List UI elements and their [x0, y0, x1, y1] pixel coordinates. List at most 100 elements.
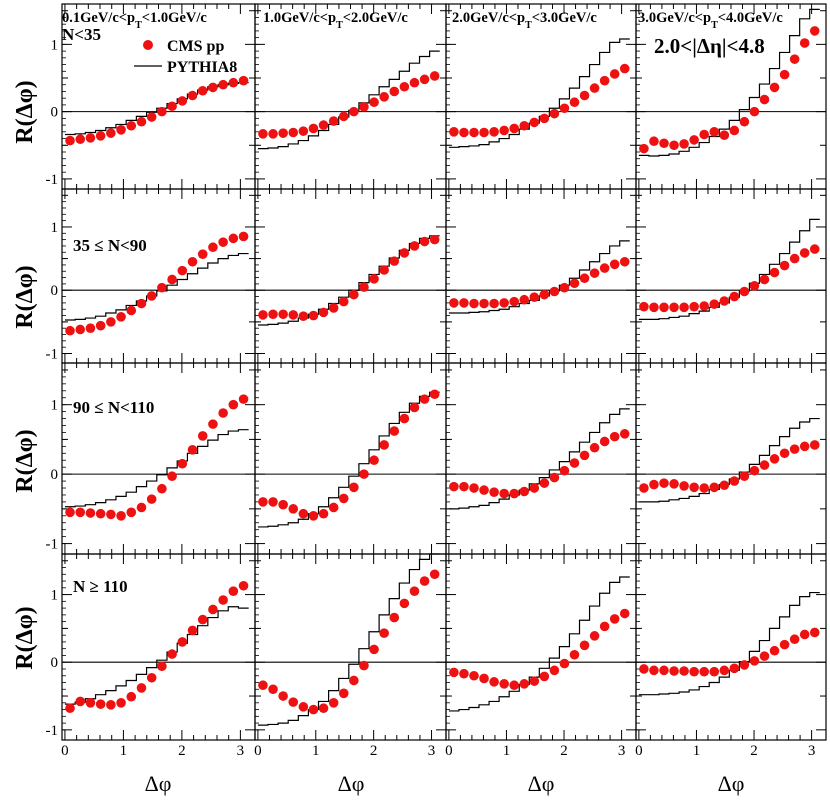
- cms-point: [95, 131, 106, 141]
- x-tick-label: 2: [750, 743, 758, 759]
- cms-point: [187, 445, 198, 455]
- pt-bin-label-0: 0.1GeV/c<pT<1.0GeV/c: [62, 10, 207, 31]
- cms-point: [799, 441, 810, 452]
- cms-point: [509, 680, 519, 691]
- cms-point: [389, 426, 400, 436]
- cms-point: [126, 507, 137, 518]
- cms-point: [729, 663, 740, 674]
- cms-point: [659, 478, 669, 488]
- x-axis-title-col-3: Δφ: [718, 771, 745, 796]
- cms-point: [116, 511, 126, 521]
- cms-point: [799, 629, 810, 640]
- cms-point: [549, 665, 560, 676]
- cms-point: [649, 302, 659, 313]
- y-tick-label: 0: [51, 283, 59, 299]
- cms-point: [369, 274, 379, 284]
- cms-point: [609, 259, 620, 270]
- pythia-histogram: [448, 576, 630, 712]
- panel-r0-c3: [635, 3, 827, 190]
- pythia-histogram: [257, 50, 440, 150]
- cms-point: [106, 700, 116, 710]
- cms-point: [449, 298, 459, 308]
- y-axis-title-row-2: R(Δφ): [12, 429, 38, 492]
- x-tick-label: 1: [503, 743, 511, 759]
- cms-point: [157, 282, 167, 293]
- cms-point: [399, 413, 410, 424]
- cms-point: [218, 79, 228, 90]
- cms-point: [459, 668, 469, 679]
- cms-point: [228, 77, 239, 88]
- cms-point: [146, 672, 157, 683]
- panel-r2-c3: [635, 362, 827, 555]
- cms-point: [559, 103, 570, 114]
- panel-r3-c2: 0 1 2 3: [445, 553, 637, 759]
- cms-point: [739, 286, 750, 297]
- x-tick-label: 1: [693, 743, 701, 759]
- panel-frame: [254, 188, 447, 364]
- cms-point: [399, 81, 410, 92]
- pythia-histogram: [638, 417, 820, 503]
- cms-point: [126, 120, 137, 131]
- cms-point: [529, 292, 540, 302]
- cms-point: [298, 508, 309, 519]
- labels-layer: 0.1GeV/c<pT<1.0GeV/c 1.0GeV/c<pT<2.0GeV/…: [12, 10, 783, 796]
- cms-point: [589, 83, 600, 93]
- y-axis-title-row-1: R(Δφ): [12, 265, 38, 328]
- cms-point: [489, 677, 499, 687]
- cms-point: [489, 487, 499, 497]
- cms-point: [349, 675, 359, 686]
- cms-point: [539, 671, 550, 682]
- cms-point: [218, 237, 228, 247]
- panel-frame: [635, 3, 827, 190]
- cms-point: [177, 637, 188, 647]
- cms-point: [419, 394, 430, 404]
- cms-point: [228, 233, 239, 244]
- cms-point: [449, 667, 459, 678]
- cms-point: [429, 234, 440, 245]
- cms-point: [809, 440, 820, 450]
- cms-point: [238, 394, 249, 404]
- panel-frame: [635, 553, 827, 741]
- cms-point: [268, 309, 278, 320]
- eta-gap-label: 2.0<|Δη|<4.8: [654, 34, 765, 58]
- cms-point: [739, 116, 750, 127]
- cms-point: [769, 267, 780, 278]
- cms-point: [359, 469, 369, 479]
- cms-point: [509, 488, 519, 499]
- cms-point: [749, 106, 760, 117]
- x-tick-label: 3: [237, 743, 245, 759]
- legend-cms-marker: [143, 40, 153, 50]
- cms-point: [338, 296, 349, 307]
- cms-point: [669, 479, 679, 489]
- cms-point: [499, 298, 509, 308]
- cms-point: [419, 576, 430, 586]
- cms-point: [649, 665, 659, 676]
- cms-point: [619, 608, 630, 619]
- y-tick-label: -1: [46, 723, 59, 739]
- cms-point: [659, 302, 669, 313]
- cms-point: [369, 455, 379, 466]
- cms-point: [529, 117, 540, 128]
- pt-bin-label-2: 2.0GeV/c<pT<3.0GeV/c: [452, 10, 597, 31]
- cms-point: [308, 310, 319, 321]
- cms-point: [328, 502, 339, 513]
- cms-point: [699, 301, 709, 311]
- cms-point: [709, 482, 720, 493]
- cms-point: [85, 323, 96, 334]
- cms-point: [599, 436, 610, 447]
- cms-point: [65, 703, 75, 714]
- cms-point: [228, 399, 239, 410]
- cms-point: [749, 281, 760, 291]
- cms-point: [689, 666, 699, 677]
- cms-point: [318, 703, 329, 714]
- cms-point: [146, 291, 157, 301]
- cms-point: [599, 621, 610, 632]
- cms-point: [479, 485, 489, 495]
- cms-point: [509, 123, 519, 134]
- cms-point: [409, 241, 420, 251]
- cms-point: [409, 77, 420, 88]
- panel-frame: [635, 188, 827, 364]
- cms-point: [799, 248, 810, 258]
- cms-point: [529, 676, 540, 686]
